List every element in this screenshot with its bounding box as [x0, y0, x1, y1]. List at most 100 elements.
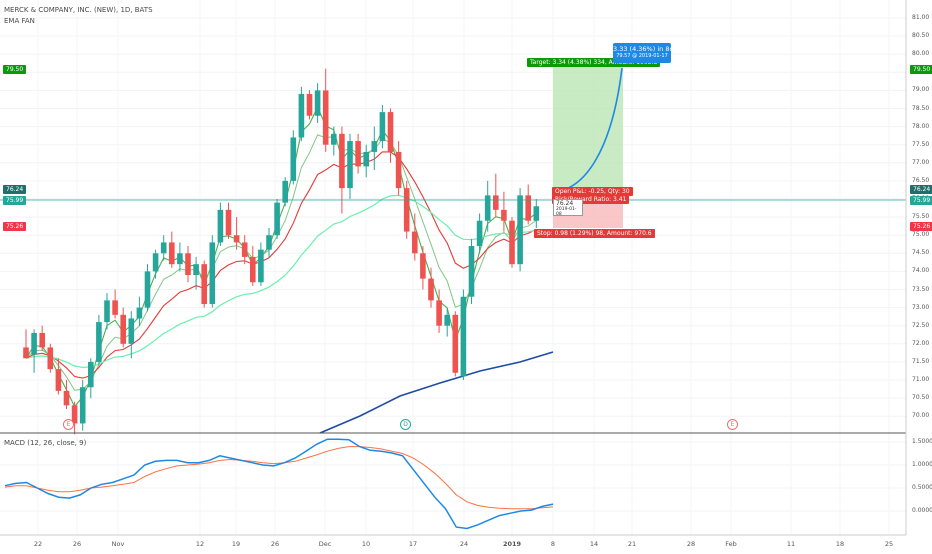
candle-body: [452, 314, 459, 373]
candle-body: [31, 332, 37, 355]
time-tick: 25: [884, 540, 894, 548]
candle-body: [71, 405, 78, 424]
time-tick: 14: [589, 540, 599, 548]
candle-body: [501, 209, 507, 221]
target-price-badge: 79.50: [910, 65, 932, 74]
candle-body: [144, 271, 151, 308]
candle-body: [88, 361, 94, 388]
open-pnl-label: Open P&L: -0.25, Qty: 30: [552, 187, 633, 196]
candle-body: [201, 264, 207, 304]
candle-body: [177, 253, 183, 265]
candle-body: [136, 307, 143, 319]
price-tick: 75.00: [912, 231, 930, 239]
candle-body: [282, 180, 288, 203]
candle-body: [322, 90, 329, 145]
target-price-badge-left: 79.50: [3, 65, 27, 74]
time-tick: 8: [550, 540, 556, 548]
candle-body: [533, 206, 540, 221]
time-tick: Dec: [318, 540, 332, 548]
ema-fan: [25, 105, 554, 434]
projection-change: 3.33 (4.36%) in 8d: [613, 45, 674, 53]
price-tick: 72.00: [912, 339, 930, 347]
candle-body: [55, 369, 62, 391]
stop-price-badge: 75.26: [910, 222, 932, 231]
candle-body: [420, 253, 426, 279]
time-tick: 12: [195, 540, 205, 548]
price-tick: 74.00: [912, 267, 930, 275]
price-tick: 77.50: [912, 140, 930, 148]
candle-body: [387, 112, 394, 152]
candle-body: [233, 235, 240, 243]
candle-body: [193, 264, 199, 276]
price-tick: 74.50: [912, 249, 930, 257]
symbol-title[interactable]: MERCK & COMPANY, INC. (NEW), 1D, BATS: [4, 6, 153, 14]
candle-body: [460, 296, 467, 377]
macd-tick: 1.0000: [912, 461, 932, 468]
time-tick: 24: [459, 540, 469, 548]
candle-body: [290, 137, 297, 181]
price-tick: 78.50: [912, 104, 930, 112]
candle-body: [47, 347, 54, 370]
last-price-badge-left: 76.24: [3, 185, 27, 194]
candle-body: [250, 256, 256, 283]
price-tick: 78.00: [912, 122, 930, 130]
candle-body: [476, 220, 483, 247]
cursor-tooltip: 76.24 2019-01-08: [553, 199, 583, 217]
candle-body: [314, 90, 321, 116]
price-tick: 70.00: [912, 412, 930, 420]
ema-mid: [25, 151, 537, 379]
entry-price-badge-left: 75.99: [3, 196, 27, 205]
time-tick: 26: [72, 540, 82, 548]
ema-mid-fast: [25, 134, 537, 391]
candle-body: [363, 151, 369, 167]
earnings-marker-2[interactable]: E: [727, 419, 738, 430]
candle-body: [39, 332, 45, 348]
indicator-title[interactable]: EMA FAN: [4, 17, 35, 25]
price-tick: 71.50: [912, 357, 930, 365]
time-tick: 10: [361, 540, 371, 548]
candle-body: [395, 151, 402, 189]
cursor-price: 76.24: [556, 200, 574, 207]
candle-body: [274, 202, 280, 236]
price-tick: 73.50: [912, 285, 930, 293]
macd-tick: 0.0000: [912, 507, 932, 514]
dividend-marker[interactable]: D: [400, 419, 411, 430]
candle-body: [355, 141, 361, 167]
time-tick: Nov: [111, 540, 125, 548]
candle-body: [428, 278, 434, 301]
ema-fast: [25, 105, 537, 408]
candle-body: [241, 242, 248, 257]
candle-body: [444, 314, 450, 326]
candle-body: [104, 300, 110, 323]
macd-signal-line: [4, 446, 554, 510]
stop-price-badge-left: 75.26: [3, 222, 27, 231]
candle-body: [331, 133, 337, 145]
price-tick: 70.50: [912, 394, 930, 402]
time-tick: 19: [231, 540, 241, 548]
earnings-marker-1[interactable]: E: [63, 419, 74, 430]
price-tick: 81.00: [912, 14, 930, 21]
projection-box[interactable]: 3.33 (4.36%) in 8d 79.57 @ 2019-01-17: [613, 43, 674, 63]
candles[interactable]: [23, 68, 540, 435]
time-tick: Feb: [725, 540, 737, 548]
ema-slow: [25, 194, 537, 369]
candle-body: [112, 300, 118, 315]
price-tick: 76.50: [912, 176, 930, 184]
candle-body: [509, 220, 515, 265]
stop-label[interactable]: Stop: 0.98 (1.29%) 98, Amount: 970.6: [534, 229, 655, 238]
macd-title[interactable]: MACD (12, 26, close, 9): [4, 439, 87, 447]
candle-body: [185, 253, 191, 276]
macd-pane: [4, 438, 554, 530]
candle-body: [266, 235, 272, 250]
candle-body: [225, 209, 232, 236]
candle-body: [379, 112, 386, 142]
target-zone[interactable]: [553, 64, 623, 198]
candle-body: [152, 253, 159, 272]
last-price-badge: 76.24: [910, 185, 932, 194]
time-tick: 2019: [502, 540, 522, 548]
macd-tick: 0.5000: [912, 484, 932, 491]
macd-line: [4, 438, 554, 530]
target-label[interactable]: Target: 3.34 (4.38%) 334, Amount: 1003.8: [527, 58, 661, 67]
